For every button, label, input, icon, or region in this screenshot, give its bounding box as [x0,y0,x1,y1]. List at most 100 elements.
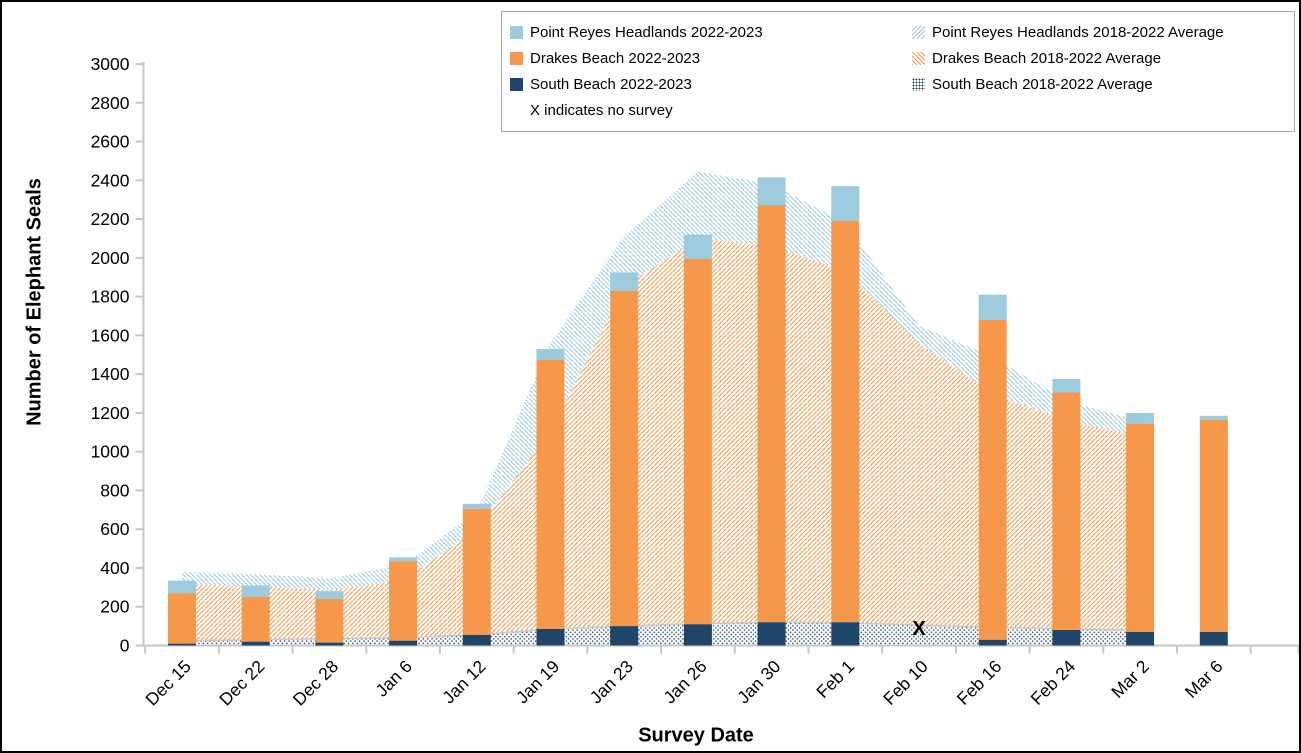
bar-segment [536,348,565,360]
legend-swatch-drakes-2022-2023-icon [510,52,523,65]
legend-note-spacer [510,104,523,117]
x-tick-label: Feb 16 [953,656,1006,709]
y-tick-label: 800 [100,480,129,500]
x-tick-label: Jan 30 [733,656,784,707]
y-axis-title: Number of Elephant Seals [23,178,46,426]
bar-segment [978,294,1007,320]
legend-note-no-survey: X indicates no survey [510,102,912,119]
bar-segment [683,234,712,259]
x-tick-label: Jan 6 [372,656,416,700]
bar-segment [831,186,860,221]
bar-segment [610,626,639,646]
bar-segment [168,580,196,594]
x-tick-label: Jan 12 [438,656,489,707]
area-band-hatch-orange [182,238,1141,641]
bar-segment [1199,631,1228,646]
x-tick-label: Feb 24 [1027,656,1080,709]
bar-segment [462,508,491,635]
legend-label: South Beach 2022-2023 [530,76,692,93]
x-tick-label: Dec 28 [289,656,342,709]
legend-swatch-prh-average-icon [912,26,925,39]
bar-segment [978,319,1007,640]
bar-segment [757,177,786,206]
bar-segment [1126,412,1155,424]
legend-label: Drakes Beach 2022-2023 [530,50,701,67]
bar-segment [241,597,270,642]
bar-segment [610,290,639,627]
bar-segment [831,221,860,623]
bar-segment [315,642,344,646]
bar-segment [462,504,491,509]
x-tick-label: Jan 23 [586,656,637,707]
legend-label: South Beach 2018-2022 Average [932,76,1153,93]
legend-label: Point Reyes Headlands 2022-2023 [530,24,763,41]
bar-segment [536,629,565,646]
bar-segment [610,272,639,291]
bar-segment [1126,423,1155,632]
y-tick-label: 0 [120,636,130,656]
x-tick-label: Mar 2 [1107,656,1153,702]
bar-segment [462,634,491,646]
legend-item-prh-average: Point Reyes Headlands 2018-2022 Average [912,24,1284,41]
x-tick-label: Jan 19 [512,656,563,707]
legend-note-text: X indicates no survey [530,102,673,119]
x-tick-label: Feb 10 [879,656,932,709]
legend-box: Point Reyes Headlands 2022-2023 Point Re… [501,11,1295,132]
legend-swatch-prh-2022-2023-icon [510,26,523,39]
bar-segment [168,643,196,646]
bar-segment [168,593,196,644]
bar-segment [389,561,418,641]
bar-segment [978,639,1007,646]
y-tick-label: 400 [100,558,129,578]
bar-segment [1199,419,1228,632]
area-band-hatch-blue [182,171,1141,591]
y-tick-label: 1200 [91,403,130,423]
bar-segment [241,641,270,646]
y-tick-label: 1400 [91,364,130,384]
bar-segment [757,205,786,623]
y-tick-label: 3000 [91,54,130,74]
average-areas-layer [181,171,1141,646]
bar-segment [683,624,712,646]
bar-segment [536,359,565,629]
bar-segment [757,622,786,646]
legend-item-drakes-2022-2023: Drakes Beach 2022-2023 [510,50,912,67]
x-tick-label: Dec 15 [141,656,194,709]
bar-segment [389,640,418,646]
legend-item-south-average: South Beach 2018-2022 Average [912,76,1284,93]
bar-segment [315,599,344,643]
no-survey-x-marker: X [912,618,926,640]
legend-swatch-drakes-average-icon [912,52,925,65]
y-tick-label: 2800 [91,93,130,113]
y-tick-label: 1000 [91,442,130,462]
y-tick-label: 2200 [91,209,130,229]
bar-segment [1126,631,1155,646]
bar-segment [241,585,270,597]
x-tick-label: Jan 26 [659,656,710,707]
bar-segment [1052,379,1081,393]
y-tick-label: 200 [100,597,129,617]
legend-item-drakes-average: Drakes Beach 2018-2022 Average [912,50,1284,67]
y-tick-label: 1600 [91,325,130,345]
bar-segment [315,591,344,599]
bar-segment [389,557,418,562]
area-band-dots-navy [182,622,1141,646]
x-tick-label: Mar 6 [1181,656,1227,702]
bar-segment [831,622,860,646]
bar-segment [1199,415,1228,420]
y-tick-label: 600 [100,519,129,539]
x-axis-title: Survey Date [638,724,754,747]
x-tick-label: Feb 1 [812,656,858,702]
legend-swatch-south-average-icon [912,78,925,91]
x-tick-label: Dec 22 [215,656,268,709]
legend-label: Drakes Beach 2018-2022 Average [932,50,1162,67]
y-tick-label: 1800 [91,287,130,307]
legend-swatch-south-2022-2023-icon [510,78,523,91]
y-tick-label: 2400 [91,170,130,190]
legend-item-prh-2022-2023: Point Reyes Headlands 2022-2023 [510,24,912,41]
legend-label: Point Reyes Headlands 2018-2022 Average [932,24,1224,41]
bar-segment [1052,392,1081,630]
y-tick-label: 2000 [91,248,130,268]
y-tick-label: 2600 [91,132,130,152]
